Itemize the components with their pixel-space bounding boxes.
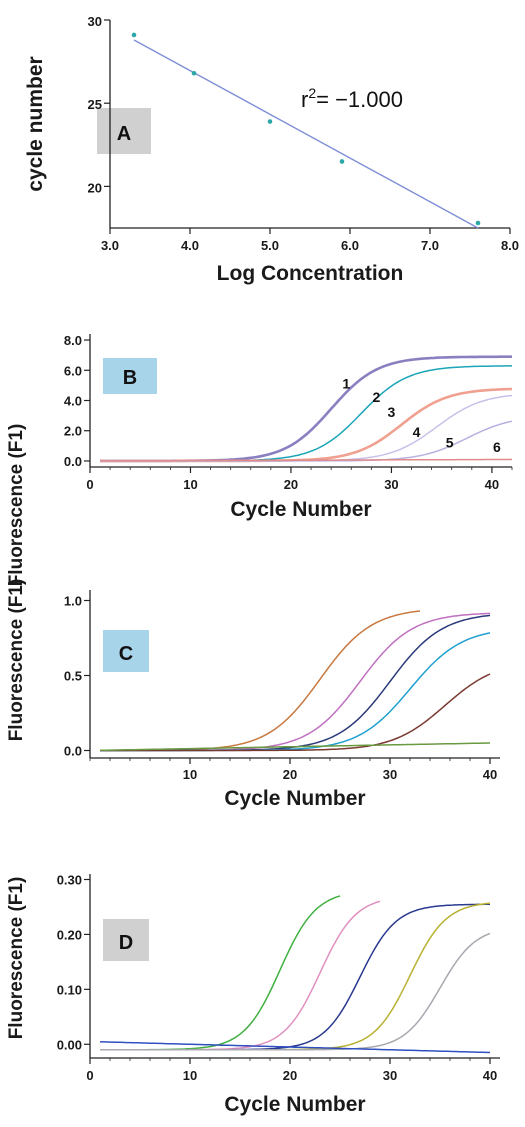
y-tick-label: 1.0 [64,594,82,609]
y-tick-label: 0.30 [57,872,82,887]
panel-b-letter: B [123,367,137,389]
x-tick-label: 30 [383,1068,397,1083]
y-axis-label: Fluorescence (F1) [6,424,27,587]
y-axis-label: Fluorescence (F1) [6,877,27,1040]
x-tick-label: 40 [483,767,497,782]
fit-line [133,39,479,229]
y-tick-label: 2.0 [64,424,82,439]
x-tick-label: 20 [283,767,297,782]
x-tick-label: 10 [183,477,197,492]
data-point [267,119,273,124]
x-tick-label: 3.0 [101,238,119,253]
series-line [100,614,491,752]
panel-d: D [103,919,149,961]
series-label: 6 [493,439,501,455]
series-line [99,1041,491,1054]
plot-a: 3.0 4.0 5.0 6.0 7.0 8.0 20 25 30 Log Concentratio… [24,14,519,285]
series-line [100,903,490,1051]
y-tick-label: 25 [88,97,102,112]
y-tick-label: 0.10 [57,982,82,997]
panel-a-r2: r2= −1.000 [301,85,403,112]
y-tick-label: 0.00 [57,1037,82,1052]
series-line [100,612,491,752]
x-tick-label: 40 [483,1068,497,1083]
x-tick-label: 40 [485,477,499,492]
x-tick-label: 30 [383,767,397,782]
panel-a: A r2= −1.000 [97,85,403,154]
panel-b: B [103,358,157,394]
series-line [100,673,491,752]
series-label: 4 [413,424,421,440]
series-line [100,458,513,462]
x-tick-label: 7.0 [421,238,439,253]
x-axis-label: Cycle Number [224,787,365,810]
y-tick-label: 30 [88,14,102,29]
x-tick-label: 20 [283,1068,297,1083]
panel-d-badge [103,919,149,961]
plot-d: 0 10 20 30 40 0.00 0.10 0.20 0.30 Cycle Number Flu… [6,872,500,1116]
panel-c-letter: C [119,643,133,665]
panel-b-badge [103,358,157,394]
y-axis-label: cycle number [24,56,47,191]
x-tick-label: 20 [284,477,298,492]
y-tick-label: 0.20 [57,927,82,942]
y-tick-label: 20 [88,180,102,195]
y-tick-label: 0.5 [64,669,82,684]
series-line [100,632,491,752]
panel-c-badge [103,630,149,672]
x-axis-label: Cycle Number [224,1093,365,1116]
x-tick-label: 10 [183,767,197,782]
x-tick-label: 10 [183,1068,197,1083]
y-tick-label: 0.0 [64,744,82,759]
series-label: 2 [372,389,380,405]
panel-a-letter: A [117,123,131,145]
x-tick-label: 5.0 [261,238,279,253]
x-tick-label: 4.0 [181,238,199,253]
x-tick-label: 30 [384,477,398,492]
x-tick-label: 6.0 [341,238,359,253]
y-axis-label: Fluorescence (F1) [6,579,27,742]
y-tick-label: 0.0 [64,454,82,469]
plot-b: 0 10 20 30 40 0.0 2.0 4.0 6.0 8.0 Cycle Number Fluo… [6,333,513,587]
series-line [100,902,491,1051]
series-line [100,394,513,462]
x-tick-label: 0 [86,1068,93,1083]
data-point [475,220,481,226]
x-tick-label: 0 [86,477,93,492]
data-point [191,70,197,76]
data-point [339,159,345,164]
plot-c: 10 20 30 40 0.0 0.5 1.0 Cycle Number Fluorescenc… [6,579,500,810]
series-line [100,742,490,752]
y-tick-label: 4.0 [64,394,82,409]
panel-d-letter: D [119,932,133,954]
panel-a-badge [97,108,151,154]
y-tick-label: 8.0 [64,333,82,348]
x-axis-label: Cycle Number [230,498,371,521]
series-label: 3 [388,404,396,420]
panel-c: C [103,630,149,672]
data-point [131,32,137,38]
series-label: 1 [342,375,350,391]
y-tick-label: 6.0 [64,363,82,378]
series-line [100,932,491,1051]
series-label: 5 [446,434,454,450]
x-axis-label: Log Concentration [217,262,404,285]
x-tick-label: 8.0 [501,238,519,253]
